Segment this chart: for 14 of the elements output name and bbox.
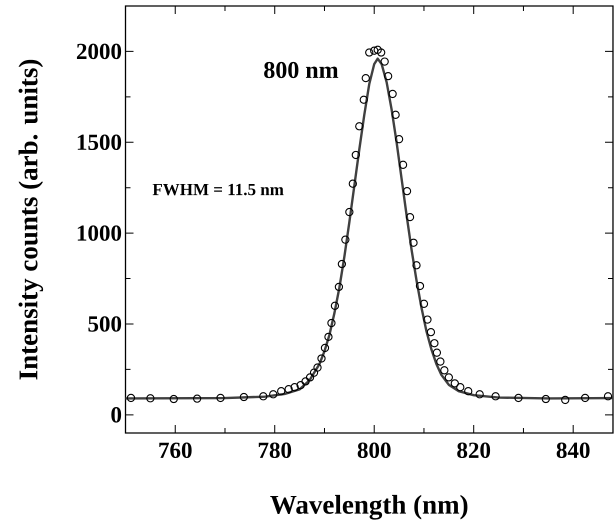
y-tick-label: 2000 [76, 44, 122, 60]
y-tick-label: 1500 [78, 134, 122, 150]
y-tick-label: 500 [88, 316, 122, 332]
annotation: 800 nm [264, 62, 338, 78]
x-tick-label: 820 [457, 442, 490, 458]
y-tick-label: 0 [111, 407, 122, 423]
y-tick-label: 1000 [78, 225, 122, 241]
x-tick-label: 840 [556, 442, 590, 458]
x-tick-label: 760 [159, 442, 192, 458]
annotation: FWHM = 11.5 nm [152, 184, 284, 196]
y-axis-title: Intensity counts (arb. units) [18, 60, 44, 380]
x-tick-label: 800 [358, 442, 391, 458]
x-tick-label: 780 [258, 442, 292, 458]
x-axis-title: Wavelength (nm) [270, 494, 468, 520]
